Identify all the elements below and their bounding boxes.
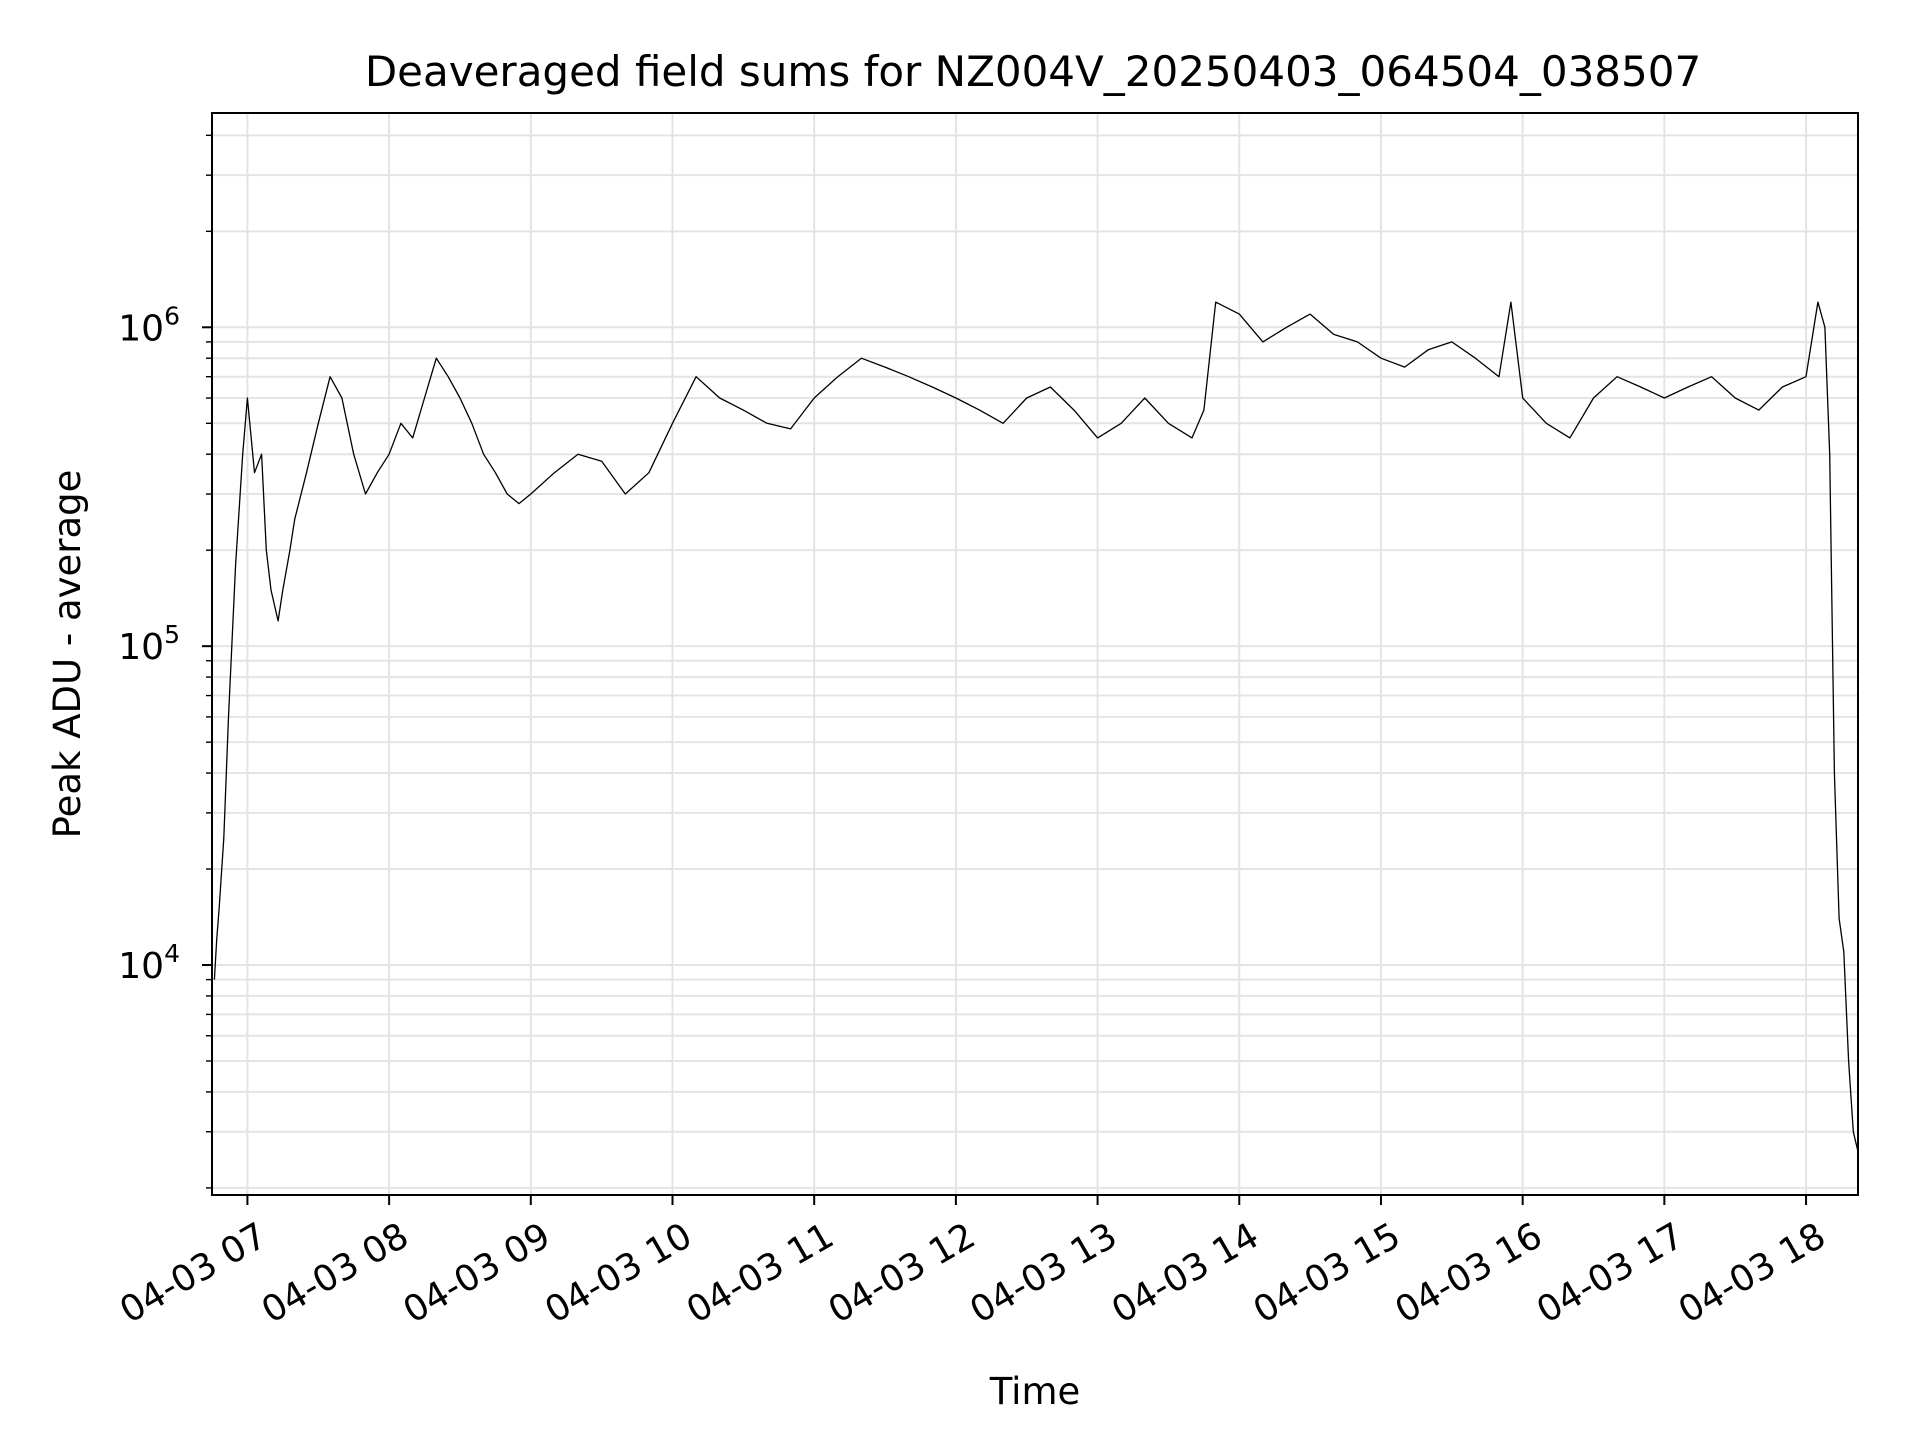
- chart-title: Deaveraged field sums for NZ004V_2025040…: [365, 47, 1701, 96]
- y-axis: 104 105 106: [118, 134, 212, 1189]
- y-axis-label: Peak ADU - average: [46, 470, 89, 839]
- y-tick-label: 106: [118, 301, 180, 349]
- plot-frame: [211, 112, 1859, 1196]
- x-axis-label: Time: [989, 1370, 1081, 1413]
- y-tick-label: 104: [118, 939, 180, 987]
- series-line: [213, 301, 1858, 1152]
- y-tick-label: 105: [118, 620, 180, 668]
- grid: [212, 113, 1858, 1195]
